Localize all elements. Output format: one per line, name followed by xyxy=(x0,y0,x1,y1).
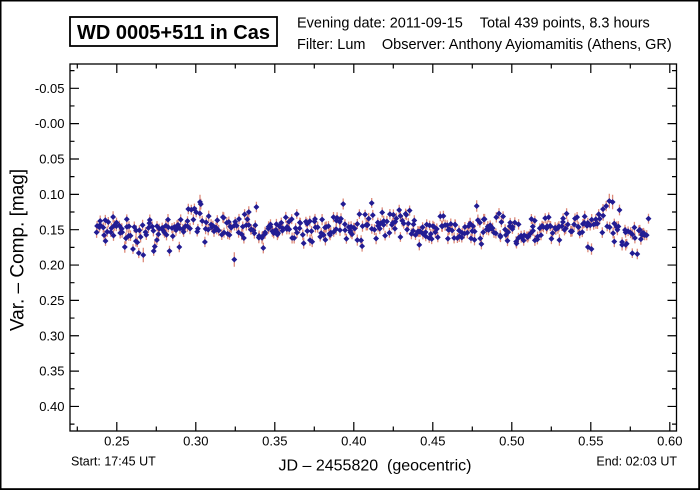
svg-text:Evening date: 2011-09-15: Evening date: 2011-09-15 xyxy=(297,16,463,32)
svg-text:0.25: 0.25 xyxy=(39,293,64,308)
svg-text:0.20: 0.20 xyxy=(39,258,64,273)
svg-text:0.30: 0.30 xyxy=(183,434,208,449)
svg-text:Var. – Comp. [mag]: Var. – Comp. [mag] xyxy=(8,169,29,331)
svg-text:-0.00: -0.00 xyxy=(35,116,65,131)
svg-text:JD – 2455820 (geocentric): JD – 2455820 (geocentric) xyxy=(279,458,472,475)
svg-text:0.45: 0.45 xyxy=(420,434,445,449)
svg-text:0.35: 0.35 xyxy=(262,434,287,449)
svg-text:0.05: 0.05 xyxy=(39,152,64,167)
svg-text:0.50: 0.50 xyxy=(499,434,524,449)
svg-text:0.40: 0.40 xyxy=(39,399,64,414)
svg-text:-0.05: -0.05 xyxy=(35,81,65,96)
svg-text:End: 02:03 UT: End: 02:03 UT xyxy=(596,454,677,468)
svg-text:Filter: Lum: Filter: Lum xyxy=(297,37,366,53)
svg-text:WD 0005+511 in Cas: WD 0005+511 in Cas xyxy=(77,22,270,44)
svg-text:0.60: 0.60 xyxy=(657,434,682,449)
svg-text:0.15: 0.15 xyxy=(39,222,64,237)
svg-text:Start: 17:45 UT: Start: 17:45 UT xyxy=(71,454,156,468)
svg-text:0.40: 0.40 xyxy=(341,434,366,449)
svg-text:Total 439 points, 8.3 hours: Total 439 points, 8.3 hours xyxy=(480,16,650,32)
svg-text:0.10: 0.10 xyxy=(39,187,64,202)
svg-text:0.35: 0.35 xyxy=(39,364,64,379)
svg-text:Observer: Anthony Ayiomamitis: Observer: Anthony Ayiomamitis (Athens, G… xyxy=(382,37,672,53)
svg-text:0.30: 0.30 xyxy=(39,328,64,343)
svg-text:0.25: 0.25 xyxy=(104,434,129,449)
svg-text:0.55: 0.55 xyxy=(578,434,603,449)
